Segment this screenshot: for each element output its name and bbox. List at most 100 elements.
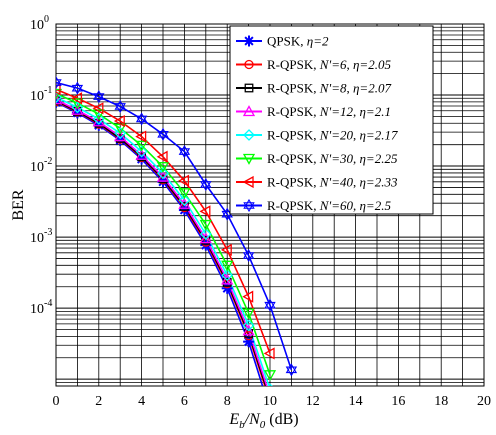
data-point [242, 324, 255, 336]
x-tick-label: 18 [434, 394, 448, 409]
data-point [71, 101, 84, 114]
x-tick-label: 14 [349, 394, 363, 409]
data-point [242, 175, 254, 189]
legend: QPSK, η=2 R-QPSK, N'=6, η=2.05 R-QPSK, N'=… [229, 25, 434, 215]
x-label-n: /N [244, 411, 261, 428]
data-point [114, 99, 126, 114]
x-tick-label: 2 [95, 394, 102, 409]
legend-label: QPSK, η=2 [267, 34, 329, 49]
x-tick-label: 10 [263, 394, 277, 409]
y-axis-label: BER [10, 189, 27, 220]
legend-label: R-QPSK, N'=20, η=2.17 [267, 128, 398, 143]
y-tick-label: 100 [30, 14, 49, 33]
data-point [56, 91, 62, 104]
data-point [92, 113, 105, 125]
y-tick-label: 10-2 [30, 156, 52, 175]
data-point [221, 260, 234, 272]
data-point [200, 177, 212, 192]
x-tick-label: 12 [306, 394, 320, 409]
data-point [135, 130, 147, 143]
legend-label: R-QPSK, N'=12, η=2.1 [267, 104, 391, 119]
data-point [244, 83, 254, 93]
legend-item: R-QPSK, N'=20, η=2.17 [236, 128, 398, 143]
x-label-unit: (dB) [265, 411, 298, 428]
legend-item: R-QPSK, N'=6, η=2.05 [236, 57, 391, 72]
data-point [263, 347, 275, 360]
legend-item: R-QPSK, N'=60, η=2.5 [236, 198, 391, 213]
x-tick-label: 6 [181, 394, 188, 409]
series-line [56, 88, 271, 354]
data-point [243, 198, 255, 213]
y-tick-label: 10-4 [30, 298, 52, 317]
data-point [56, 75, 62, 90]
legend-item: R-QPSK, N'=40, η=2.33 [236, 175, 398, 190]
data-point [242, 153, 256, 165]
legend-item: R-QPSK, N'=30, η=2.25 [236, 151, 398, 166]
data-point [264, 298, 276, 312]
legend-label: R-QPSK, N'=60, η=2.5 [267, 198, 391, 213]
data-point [93, 90, 105, 104]
data-point [244, 59, 254, 70]
data-point [243, 35, 255, 47]
y-tick-labels: 100 10-1 10-2 10-3 10-4 [30, 14, 52, 317]
data-point [135, 140, 148, 152]
legend-label: R-QPSK, N'=40, η=2.33 [267, 175, 398, 190]
data-point [178, 144, 191, 159]
data-point [71, 98, 84, 110]
data-point [242, 105, 256, 117]
y-tick-label: 10-3 [30, 227, 52, 246]
data-point [178, 197, 191, 209]
x-tick-labels: 0 2 4 6 8 10 12 14 16 18 20 [53, 394, 492, 409]
legend-item: R-QPSK, N'=12, η=2.1 [236, 104, 391, 119]
data-point [113, 114, 125, 128]
legend-label: R-QPSK, N'=30, η=2.25 [267, 151, 398, 166]
data-point [199, 219, 212, 231]
data-point [199, 205, 211, 218]
data-point [156, 162, 170, 174]
legend-items: QPSK, η=2 R-QPSK, N'=6, η=2.05 R-QPSK, N'=… [236, 34, 398, 213]
data-point [157, 127, 169, 141]
x-label-sub-0: 0 [260, 419, 266, 431]
marker-group [56, 75, 298, 386]
data-point [71, 81, 84, 95]
data-point [242, 319, 255, 332]
data-point [71, 92, 83, 105]
legend-label: R-QPSK, N'=6, η=2.05 [267, 57, 391, 72]
data-point [243, 129, 255, 141]
legend-label: R-QPSK, N'=8, η=2.07 [267, 81, 391, 96]
x-tick-label: 16 [391, 394, 405, 409]
series-line [56, 92, 271, 376]
x-tick-label: 0 [53, 394, 60, 409]
data-point [157, 167, 169, 180]
legend-box [229, 25, 434, 215]
data-point [285, 363, 298, 377]
data-point [242, 248, 255, 263]
data-point [135, 112, 148, 126]
data-point [242, 290, 254, 303]
data-point [178, 188, 191, 200]
data-point [220, 243, 232, 256]
data-point [199, 228, 212, 241]
legend-item: QPSK, η=2 [236, 34, 329, 49]
y-tick-label: 10-1 [30, 85, 52, 104]
data-point [92, 109, 105, 121]
x-label-sub-b: b [239, 419, 245, 431]
x-axis-label: Eb/N0 (dB) [228, 411, 298, 431]
data-point [178, 194, 191, 207]
x-tick-label: 20 [477, 394, 491, 409]
data-point [221, 273, 234, 285]
data-point [178, 174, 190, 187]
data-point [56, 83, 61, 96]
data-point [135, 145, 148, 158]
legend-item: R-QPSK, N'=8, η=2.07 [236, 81, 391, 96]
data-point [199, 232, 212, 244]
data-point [92, 102, 104, 115]
plot-frame [55, 23, 485, 387]
data-point [263, 370, 277, 382]
x-label-e: E [228, 411, 239, 428]
data-point [221, 269, 234, 282]
data-point [114, 127, 127, 140]
x-tick-label: 4 [138, 394, 145, 409]
x-tick-label: 8 [224, 394, 231, 409]
